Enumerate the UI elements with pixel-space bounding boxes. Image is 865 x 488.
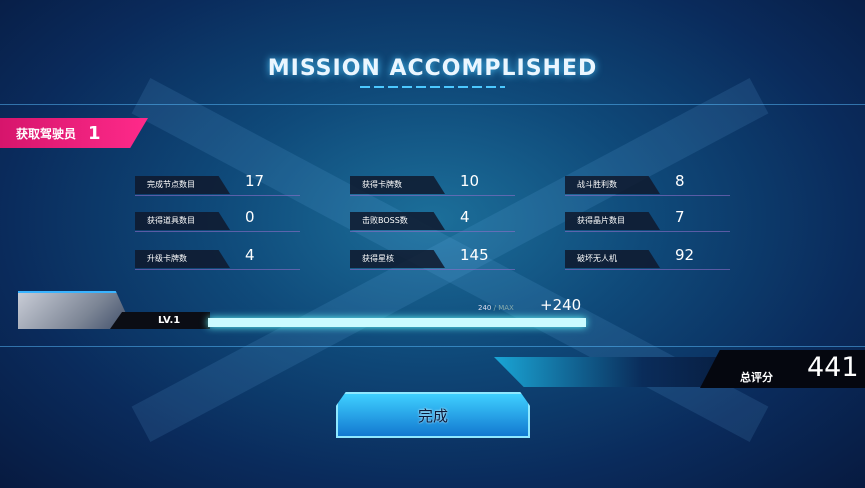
stat-underline	[565, 195, 730, 196]
stat-value: 4	[460, 208, 470, 226]
stat-underline	[565, 231, 730, 232]
stat-value: 145	[460, 246, 489, 264]
pilot-label: 获取驾驶员	[16, 126, 77, 141]
pilot-count: 1	[88, 122, 101, 144]
done-button[interactable]: 完成	[336, 392, 530, 438]
stat-label: 击败BOSS数	[350, 212, 445, 230]
stat-item: 战斗胜利数 8	[565, 172, 730, 196]
stat-value: 10	[460, 172, 480, 190]
stat-label: 获得星核	[350, 250, 445, 268]
xp-value: 240	[478, 304, 492, 312]
stat-item: 升级卡牌数 4	[135, 246, 300, 270]
divider	[0, 346, 865, 347]
stat-underline	[565, 269, 730, 270]
stat-label: 破坏无人机	[565, 250, 660, 268]
score-value: 441	[807, 352, 859, 383]
stat-underline	[135, 231, 300, 232]
stat-label: 升级卡牌数	[135, 250, 230, 268]
stat-value: 17	[245, 172, 265, 190]
stat-label: 获得道具数目	[135, 212, 230, 230]
pilot-acquired-tag: 获取驾驶员 1	[0, 118, 148, 148]
stat-label: 完成节点数目	[135, 176, 230, 194]
mech-portrait	[18, 291, 133, 329]
stat-item: 获得晶片数目 7	[565, 208, 730, 232]
stat-underline	[135, 269, 300, 270]
stat-value: 92	[675, 246, 695, 264]
title-decoration	[360, 86, 505, 88]
xp-progress-bar	[208, 318, 586, 327]
xp-separator: /	[491, 304, 499, 312]
stat-item: 获得道具数目 0	[135, 208, 300, 232]
stat-value: 0	[245, 208, 255, 226]
stat-item: 获得星核 145	[350, 246, 515, 270]
score-box	[700, 350, 865, 388]
stat-underline	[350, 195, 515, 196]
level-label: LV.1	[110, 312, 210, 329]
stat-item: 获得卡牌数 10	[350, 172, 515, 196]
stat-label: 获得卡牌数	[350, 176, 445, 194]
stat-underline	[350, 231, 515, 232]
stat-item: 完成节点数目 17	[135, 172, 300, 196]
stat-item: 破坏无人机 92	[565, 246, 730, 270]
xp-readout: 240 / MAX	[478, 304, 514, 312]
stat-underline	[135, 195, 300, 196]
stat-label: 获得晶片数目	[565, 212, 660, 230]
mission-title: MISSION ACCOMPLISHED	[267, 56, 598, 81]
stat-underline	[350, 269, 515, 270]
xp-gain: +240	[540, 296, 582, 314]
stat-value: 4	[245, 246, 255, 264]
divider	[0, 104, 865, 105]
stat-value: 8	[675, 172, 685, 190]
stat-item: 击败BOSS数 4	[350, 208, 515, 232]
xp-max: MAX	[498, 304, 514, 312]
stat-label: 战斗胜利数	[565, 176, 660, 194]
stat-value: 7	[675, 208, 685, 226]
score-label: 总评分	[740, 371, 773, 384]
